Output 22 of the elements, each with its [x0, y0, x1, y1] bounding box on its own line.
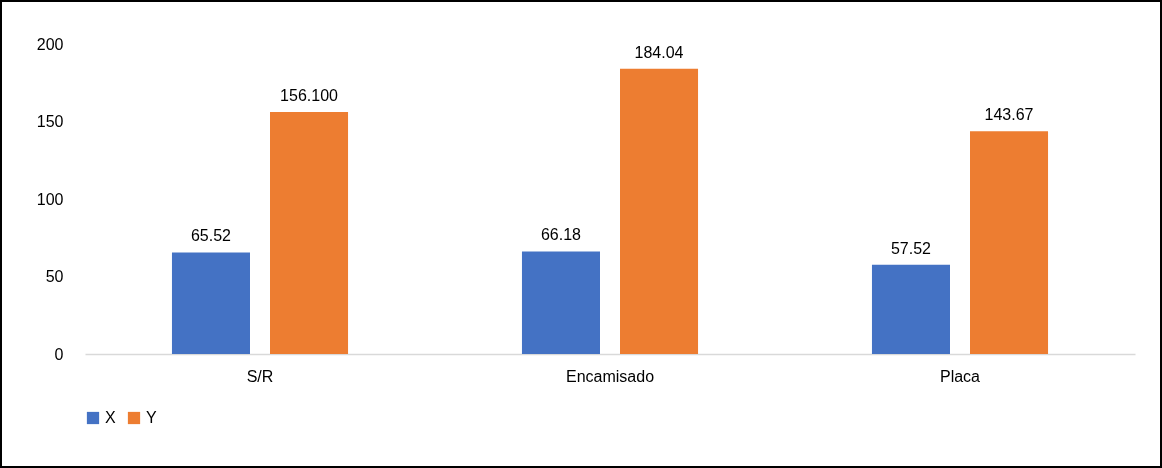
data-label: 156.100	[280, 87, 339, 105]
y-tick-label: 50	[45, 268, 64, 285]
legend-label: X	[105, 409, 116, 426]
x-tick-label: Encamisado	[565, 367, 655, 385]
bar	[171, 252, 250, 354]
x-tick-label: S/R	[246, 367, 274, 385]
bar	[270, 112, 349, 354]
bar	[521, 251, 600, 354]
bar	[620, 68, 699, 354]
y-tick-label: 150	[36, 113, 64, 130]
data-label: 65.52	[190, 227, 232, 245]
data-label: 143.67	[984, 106, 1034, 124]
data-label: 66.18	[540, 226, 582, 244]
data-label: 184.04	[634, 43, 684, 61]
x-tick-label: Placa	[939, 367, 981, 385]
y-tick-label: 200	[36, 35, 64, 53]
bar	[871, 264, 950, 354]
bar	[970, 131, 1049, 354]
data-label: 57.52	[890, 239, 932, 257]
y-tick-label: 100	[36, 190, 64, 208]
legend-label: Y	[146, 409, 157, 426]
y-tick-label: 0	[54, 345, 64, 363]
